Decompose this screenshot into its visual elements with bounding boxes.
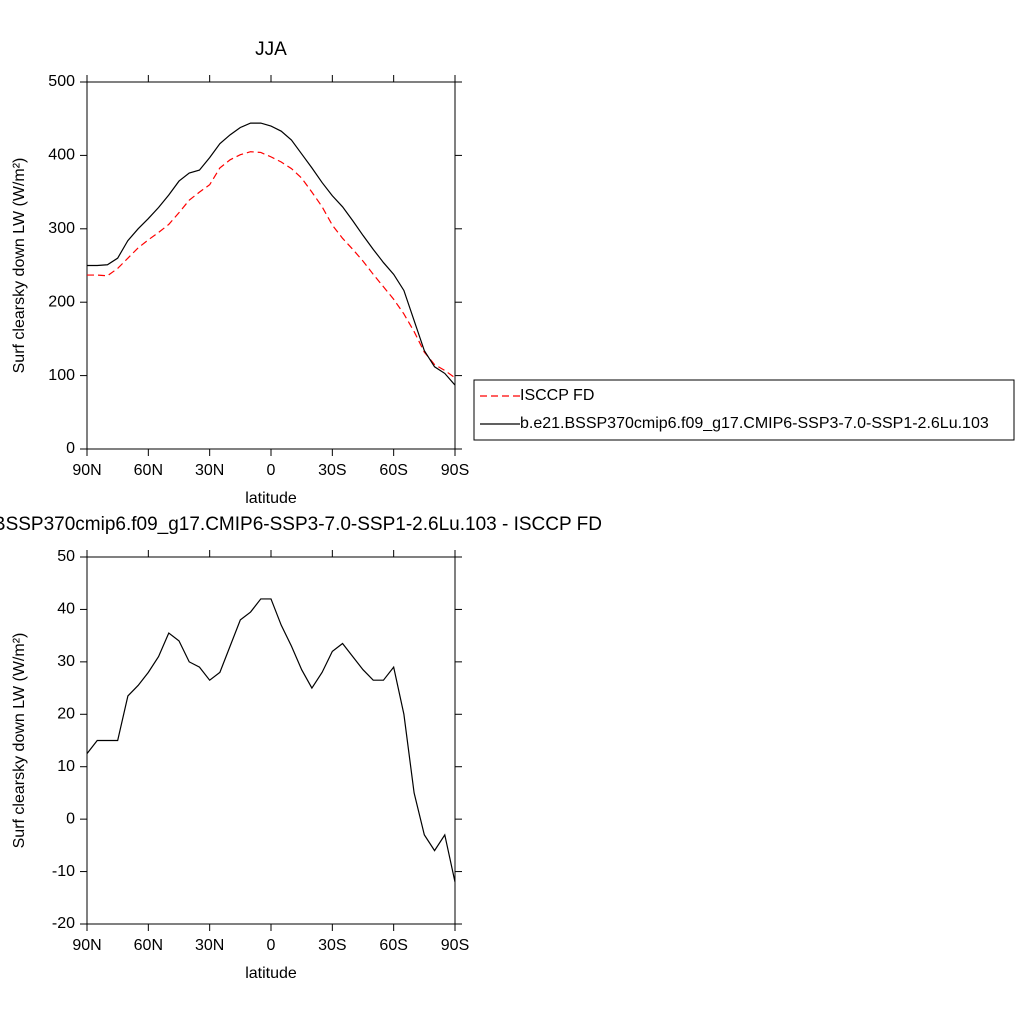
x-tick-label: 0 [267,462,276,479]
y-tick-label: 500 [48,73,75,90]
x-tick-label: 60S [379,462,407,479]
y-tick-label: 400 [48,147,75,164]
x-tick-label: 60N [134,937,163,954]
y-tick-label: 0 [66,440,75,457]
data-line [86,598,456,883]
y-tick-label: -10 [52,863,75,880]
y-axis-label: Surf clearsky down LW (W/m²) [11,158,28,374]
x-tick-label: 60S [379,937,407,954]
plot-frame [86,556,456,925]
x-tick-label: 60N [134,462,163,479]
y-tick-label: 300 [48,220,75,237]
x-tick-label: 90N [72,462,101,479]
x-tick-label: 30N [195,462,224,479]
x-axis-label: latitude [245,965,297,982]
legend-box [473,379,1015,441]
y-tick-label: 50 [57,548,75,565]
chart-title: JJA [255,39,287,60]
y-tick-label: 20 [57,706,75,723]
x-tick-label: 0 [267,937,276,954]
y-tick-label: 100 [48,367,75,384]
y-tick-label: 0 [66,810,75,827]
y-tick-label: 30 [57,653,75,670]
legend-label: ISCCP FD [520,387,594,404]
x-tick-label: 90S [441,462,469,479]
y-tick-label: 40 [57,601,75,618]
x-tick-label: 30N [195,937,224,954]
y-axis-label: Surf clearsky down LW (W/m²) [11,633,28,849]
legend-label: b.e21.BSSP370cmip6.f09_g17.CMIP6-SSP3-7.… [520,415,989,432]
x-tick-label: 90N [72,937,101,954]
x-tick-label: 30S [318,937,346,954]
x-tick-label: 30S [318,462,346,479]
y-tick-label: 200 [48,293,75,310]
y-tick-label: -20 [52,915,75,932]
x-tick-label: 90S [441,937,469,954]
data-line [87,122,456,386]
y-tick-label: 10 [57,758,75,775]
x-axis-label: latitude [245,490,297,507]
chart-title: b.e21.BSSP370cmip6.f09_g17.CMIP6-SSP3-7.… [0,514,602,535]
plot-frame [86,81,456,450]
data-line [87,151,456,379]
